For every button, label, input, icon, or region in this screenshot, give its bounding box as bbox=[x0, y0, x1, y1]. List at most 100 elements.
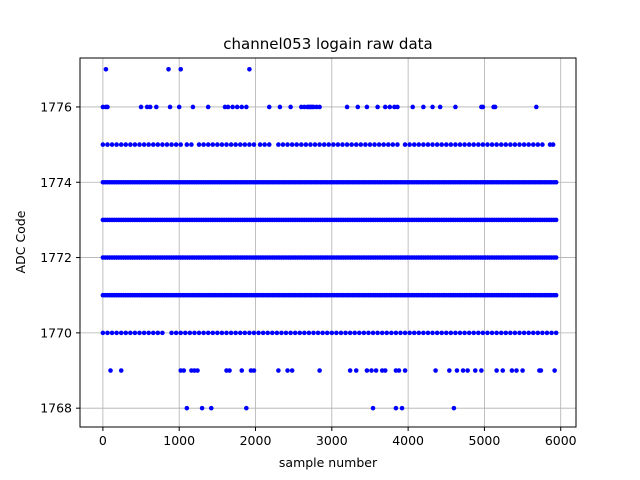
data-point bbox=[173, 142, 179, 147]
data-point bbox=[105, 330, 110, 336]
data-point bbox=[108, 368, 113, 373]
data-point bbox=[178, 330, 184, 336]
data-point bbox=[190, 104, 196, 110]
data-point bbox=[398, 330, 403, 336]
data-point bbox=[138, 104, 144, 110]
data-point bbox=[347, 330, 353, 336]
data-point bbox=[480, 142, 486, 147]
data-point bbox=[274, 330, 280, 336]
data-point bbox=[349, 142, 354, 147]
data-point bbox=[201, 330, 206, 336]
data-point bbox=[385, 142, 391, 147]
data-point bbox=[219, 142, 225, 147]
data-point bbox=[535, 142, 541, 147]
data-point bbox=[353, 368, 359, 373]
y-tick-label: 1774 bbox=[40, 175, 72, 190]
data-point bbox=[308, 142, 313, 147]
data-point bbox=[453, 104, 458, 110]
data-point bbox=[132, 142, 138, 147]
data-point bbox=[387, 104, 393, 110]
data-point bbox=[154, 104, 159, 110]
data-point bbox=[315, 330, 321, 336]
data-point bbox=[462, 330, 467, 336]
data-point bbox=[472, 368, 478, 373]
data-point bbox=[480, 330, 486, 336]
y-tick-label: 1770 bbox=[40, 325, 72, 340]
data-point bbox=[239, 104, 245, 110]
data-point bbox=[443, 142, 449, 147]
data-point bbox=[526, 142, 531, 147]
data-point bbox=[489, 330, 495, 336]
data-point bbox=[500, 368, 506, 373]
data-point bbox=[326, 142, 332, 147]
data-point bbox=[376, 142, 382, 147]
data-point bbox=[147, 104, 153, 110]
y-axis-ticks: 1768 1770 1772 1774 1776 bbox=[40, 99, 80, 416]
data-point bbox=[276, 142, 281, 147]
data-point bbox=[448, 142, 454, 147]
data-point bbox=[549, 330, 554, 336]
data-point bbox=[553, 179, 559, 185]
data-point bbox=[521, 142, 527, 147]
data-point bbox=[540, 142, 545, 147]
y-tick-label: 1772 bbox=[40, 250, 72, 265]
chart-title: channel053 logain raw data bbox=[223, 35, 432, 53]
data-point bbox=[100, 330, 106, 336]
data-point bbox=[396, 368, 402, 373]
data-point bbox=[382, 104, 388, 110]
data-point bbox=[283, 330, 289, 336]
data-point bbox=[277, 104, 283, 110]
data-point bbox=[233, 330, 238, 336]
data-point bbox=[353, 142, 359, 147]
data-point bbox=[289, 142, 295, 147]
data-point bbox=[395, 104, 400, 110]
data-point bbox=[530, 330, 536, 336]
data-point bbox=[410, 104, 416, 110]
data-point bbox=[247, 142, 252, 147]
data-point bbox=[338, 330, 344, 336]
data-point bbox=[402, 330, 408, 336]
data-point bbox=[169, 330, 174, 336]
data-point bbox=[393, 330, 399, 336]
data-point bbox=[146, 142, 151, 147]
data-point bbox=[183, 330, 188, 336]
data-point bbox=[448, 330, 454, 336]
data-point bbox=[118, 368, 124, 373]
x-tick-label: 1000 bbox=[163, 433, 195, 448]
data-point bbox=[178, 67, 184, 72]
data-point bbox=[517, 330, 522, 336]
data-point bbox=[244, 405, 249, 411]
data-point bbox=[498, 142, 504, 147]
data-point bbox=[123, 330, 129, 336]
data-point bbox=[517, 142, 522, 147]
data-point bbox=[192, 330, 197, 336]
data-point bbox=[137, 142, 142, 147]
data-point bbox=[132, 330, 138, 336]
data-point bbox=[335, 142, 341, 147]
data-point bbox=[237, 142, 243, 147]
data-point bbox=[260, 330, 266, 336]
data-point bbox=[509, 368, 515, 373]
x-tick-label: 0 bbox=[99, 433, 107, 448]
data-point bbox=[247, 330, 252, 336]
data-point bbox=[128, 330, 133, 336]
data-point bbox=[118, 330, 124, 336]
data-point bbox=[514, 368, 519, 373]
data-point bbox=[454, 368, 460, 373]
data-point bbox=[372, 142, 377, 147]
x-axis-ticks: 0 1000 2000 3000 4000 5000 6000 bbox=[99, 427, 577, 448]
data-point bbox=[465, 368, 470, 373]
data-point bbox=[141, 330, 147, 336]
data-point bbox=[544, 330, 550, 336]
data-point bbox=[169, 142, 174, 147]
data-point bbox=[306, 330, 312, 336]
data-point bbox=[356, 330, 362, 336]
data-point bbox=[329, 330, 335, 336]
data-point bbox=[494, 368, 499, 373]
data-point bbox=[302, 330, 307, 336]
data-point bbox=[443, 330, 449, 336]
data-point bbox=[503, 330, 509, 336]
data-point bbox=[324, 330, 330, 336]
data-point bbox=[437, 104, 443, 110]
data-point bbox=[205, 104, 211, 110]
